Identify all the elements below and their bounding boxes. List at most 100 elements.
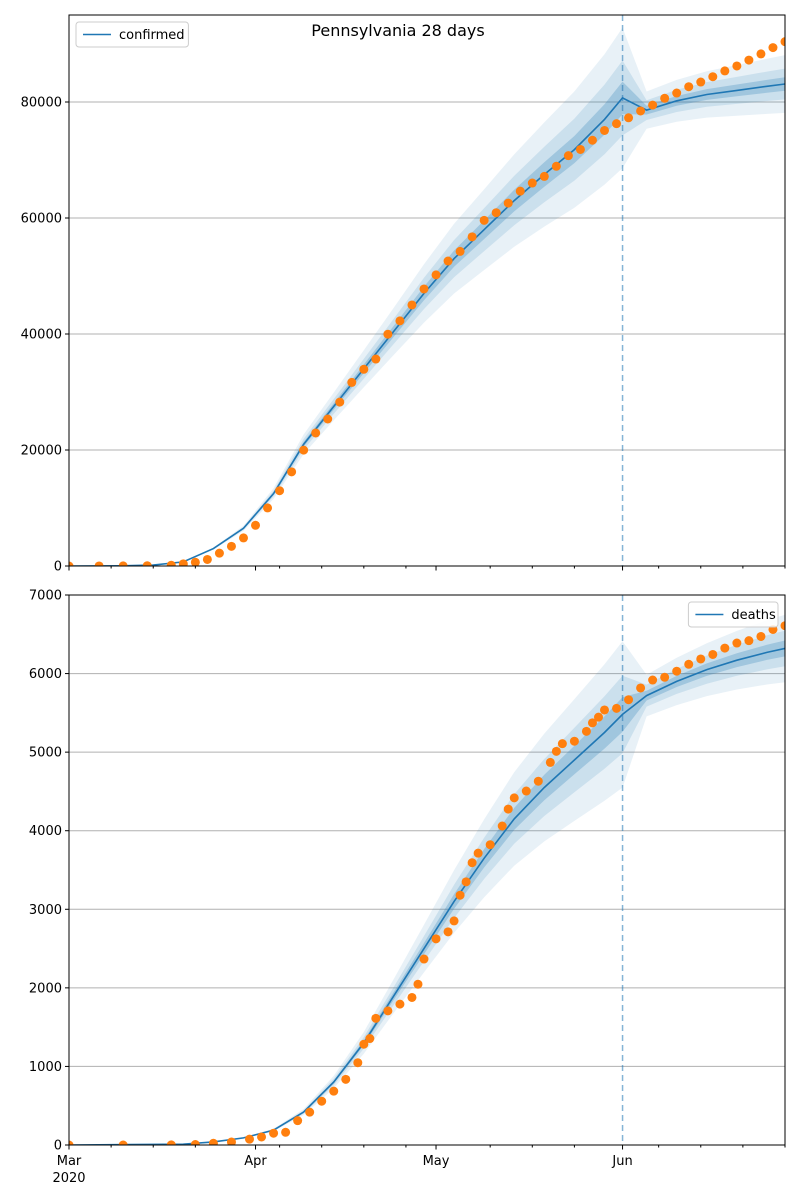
- y-tick-label: 5000: [29, 746, 62, 761]
- uncertainty-band: [69, 614, 785, 1145]
- observed-point: [696, 77, 706, 87]
- observed-point: [419, 284, 429, 294]
- legend-box: [75, 21, 189, 48]
- observed-point: [732, 638, 742, 648]
- observed-point: [744, 55, 754, 65]
- observed-point: [287, 467, 297, 477]
- observed-point: [551, 746, 561, 756]
- y-tick-label: 0: [54, 1139, 62, 1154]
- observed-point: [335, 397, 345, 407]
- observed-point: [275, 486, 285, 496]
- x-tick-label: Mar: [57, 1154, 82, 1169]
- y-tick-label: 1000: [29, 1060, 62, 1075]
- observed-point: [431, 270, 441, 280]
- y-tick-label: 4000: [29, 824, 62, 839]
- y-tick-label: 40000: [21, 328, 62, 343]
- observed-point: [69, 1140, 74, 1145]
- legend-label: deaths: [731, 608, 776, 623]
- observed-point: [347, 377, 357, 387]
- observed-point: [551, 161, 561, 171]
- observed-point: [166, 560, 176, 566]
- observed-point: [587, 135, 597, 145]
- observed-point: [708, 72, 718, 82]
- uncertainty-band: [69, 27, 785, 566]
- legend-label: confirmed: [119, 28, 185, 43]
- observed-point: [395, 316, 405, 326]
- observed-point: [636, 106, 646, 116]
- observed-point: [720, 643, 730, 653]
- observed-point: [575, 144, 585, 154]
- observed-point: [202, 554, 212, 564]
- confirmed-panel: 0 20000 40000 60000 80000 confirmed: [21, 14, 786, 575]
- x-tick-label: May: [423, 1154, 450, 1169]
- observed-point: [672, 666, 682, 676]
- observed-point: [383, 1006, 393, 1016]
- observed-point: [509, 793, 519, 803]
- y-tick-label: 6000: [29, 667, 62, 682]
- observed-point: [413, 979, 423, 989]
- observed-point: [293, 1116, 303, 1126]
- y-tick-label: 20000: [21, 444, 62, 459]
- observed-point: [263, 503, 273, 513]
- chart-title: Pennsylvania 28 days: [311, 21, 484, 40]
- observed-point: [612, 119, 622, 129]
- y-tick-label: 60000: [21, 212, 62, 227]
- observed-point: [612, 703, 622, 713]
- observed-point: [624, 695, 634, 705]
- observed-point: [94, 561, 104, 566]
- observed-point: [503, 198, 513, 208]
- observed-point: [329, 1086, 339, 1096]
- observed-point: [527, 178, 537, 188]
- observed-point: [238, 533, 248, 543]
- observed-point: [473, 848, 483, 858]
- observed-point: [467, 232, 477, 242]
- observed-point: [780, 37, 785, 47]
- x-tick-label: Jun: [611, 1154, 632, 1169]
- model-line: [69, 83, 785, 566]
- observed-point: [365, 1034, 375, 1044]
- observed-point: [226, 1137, 236, 1145]
- observed-point: [539, 171, 549, 181]
- observed-point: [431, 934, 441, 944]
- observed-point: [341, 1074, 351, 1084]
- observed-point: [142, 561, 152, 566]
- observed-point: [569, 736, 579, 746]
- observed-point: [563, 151, 573, 161]
- observed-point: [359, 364, 369, 374]
- observed-point: [696, 654, 706, 664]
- observed-point: [395, 999, 405, 1009]
- observed-point: [69, 561, 74, 566]
- plot-area: [69, 614, 785, 1145]
- observed-point: [587, 718, 597, 728]
- observed-point: [251, 520, 261, 530]
- x-tick-label: Apr: [244, 1154, 267, 1169]
- x-axis-labels: Mar Apr May Jun 2020: [52, 1154, 632, 1186]
- uncertainty-band: [69, 630, 785, 1145]
- observed-point: [756, 49, 766, 59]
- observed-point: [359, 1039, 369, 1049]
- y-tick-label: 80000: [21, 96, 62, 111]
- observed-point: [744, 636, 754, 646]
- y-tick-label: 0: [54, 560, 62, 575]
- model-line: [69, 647, 785, 1145]
- observed-point: [768, 43, 778, 53]
- observed-point: [407, 992, 417, 1002]
- observed-point: [648, 675, 658, 685]
- observed-point: [281, 1127, 291, 1137]
- observed-point: [491, 208, 501, 218]
- observed-point: [780, 621, 785, 631]
- y-tick-label: 3000: [29, 903, 62, 918]
- observed-point: [166, 1140, 176, 1145]
- observed-point: [533, 776, 543, 786]
- observed-point: [503, 804, 513, 814]
- observed-point: [624, 113, 634, 123]
- observed-point: [599, 125, 609, 135]
- observed-point: [299, 445, 309, 455]
- observed-point: [732, 61, 742, 71]
- observed-point: [545, 757, 555, 767]
- observed-point: [455, 890, 465, 900]
- observed-point: [455, 246, 465, 256]
- observed-point: [245, 1134, 255, 1144]
